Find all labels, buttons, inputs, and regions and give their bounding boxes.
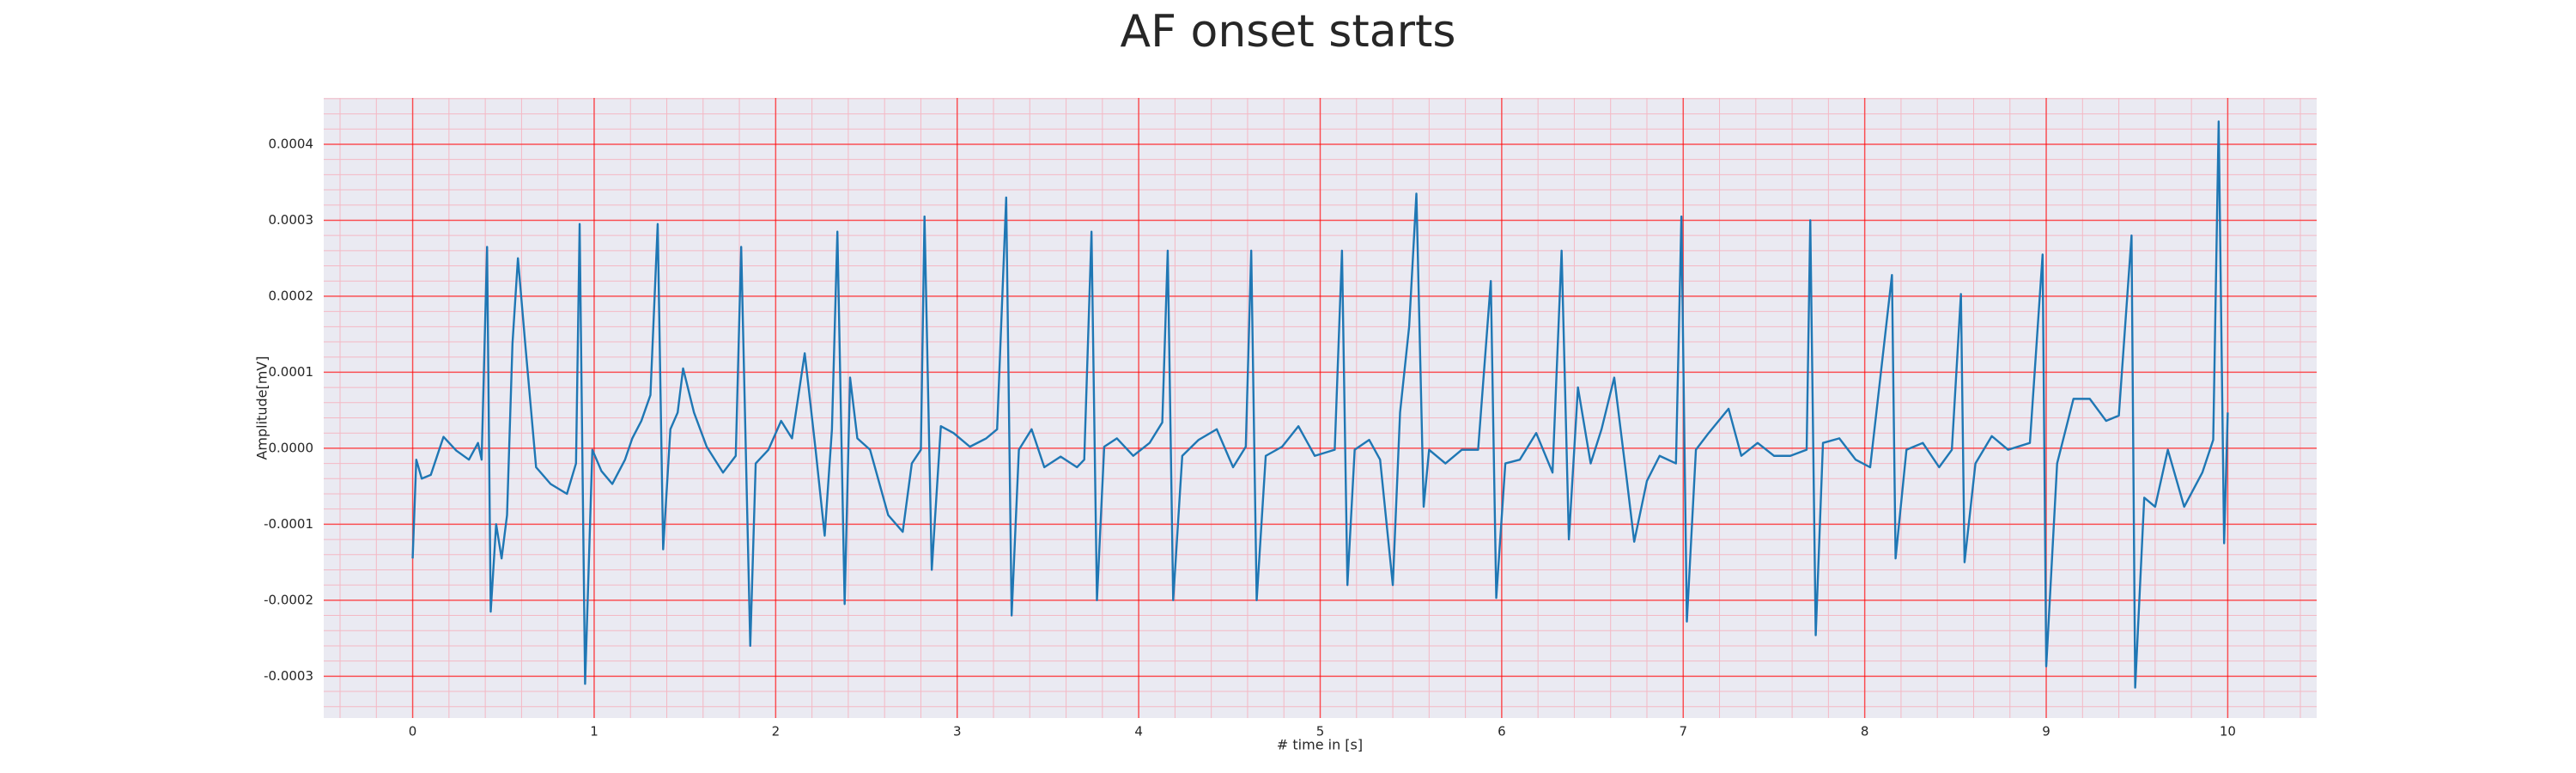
y-tick-label: 0.0001 — [269, 364, 314, 380]
x-tick-label: 5 — [1316, 724, 1325, 740]
x-tick-label: 1 — [590, 724, 598, 740]
x-tick-label: 0 — [409, 724, 417, 740]
ecg-line — [411, 120, 2229, 689]
y-tick-label: -0.0001 — [264, 516, 313, 532]
x-tick-label: 2 — [772, 724, 781, 740]
y-tick-label: 0.0002 — [269, 288, 314, 303]
y-tick-label: -0.0003 — [264, 668, 313, 684]
y-tick-label: 0.0004 — [269, 136, 314, 151]
chart-title: AF onset starts — [1121, 6, 1456, 58]
x-axis-label: # time in [s] — [1277, 737, 1363, 753]
y-tick-label: 0.0003 — [269, 212, 314, 228]
y-axis-label: Amplitude[mV] — [254, 356, 270, 460]
x-tick-label: 8 — [1861, 724, 1869, 740]
x-tick-label: 9 — [2042, 724, 2050, 740]
x-tick-label: 3 — [953, 724, 962, 740]
x-tick-label: 4 — [1134, 724, 1143, 740]
x-tick-label: 6 — [1498, 724, 1506, 740]
y-tick-label: -0.0002 — [264, 592, 313, 607]
y-tick-label: 0.0000 — [269, 440, 314, 455]
x-tick-label: 10 — [2220, 724, 2236, 740]
x-tick-label: 7 — [1679, 724, 1687, 740]
